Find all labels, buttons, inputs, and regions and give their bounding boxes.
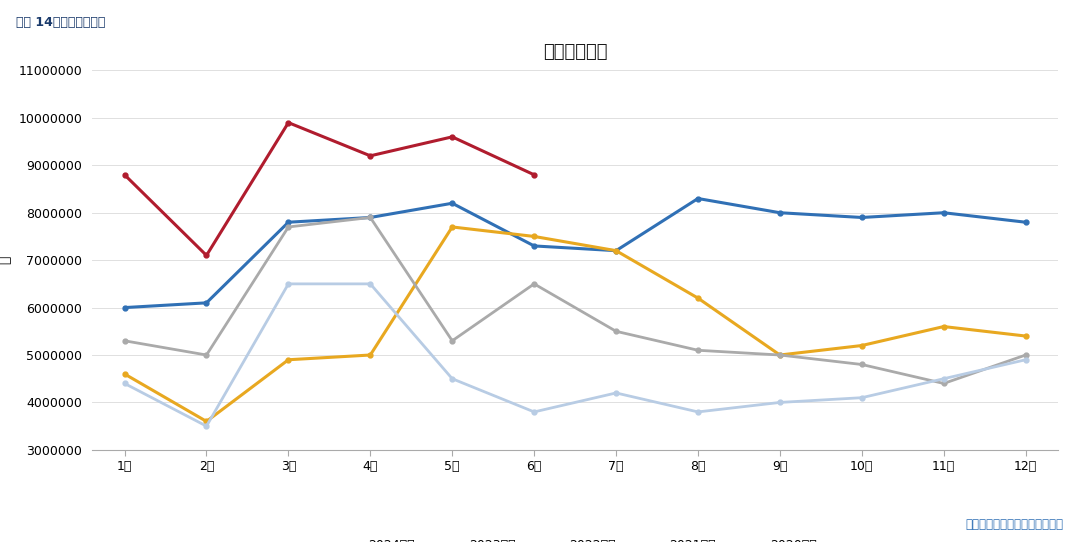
- 2023年度: [282, 219, 295, 225]
- 2023年度: [691, 195, 704, 202]
- 2020年度: [937, 376, 950, 382]
- 2022年度: [200, 418, 213, 425]
- 2020年度: [446, 376, 459, 382]
- 2021年度: [282, 224, 295, 230]
- 2020年度: [691, 409, 704, 415]
- 2023年度: [118, 304, 131, 311]
- 2022年度: [855, 343, 868, 349]
- 2022年度: [691, 295, 704, 301]
- 2024年度: [118, 171, 131, 178]
- 2020年度: [528, 409, 541, 415]
- 2023年度: [1020, 219, 1032, 225]
- 2020年度: [609, 390, 622, 396]
- Text: 图表 14：钢材出口数量: 图表 14：钢材出口数量: [16, 16, 106, 29]
- 2024年度: [364, 153, 377, 159]
- 2022年度: [937, 323, 950, 330]
- 2022年度: [446, 224, 459, 230]
- 2020年度: [773, 399, 786, 405]
- 2021年度: [528, 281, 541, 287]
- Line: 2020年度: 2020年度: [122, 281, 1028, 429]
- 2021年度: [691, 347, 704, 353]
- Line: 2022年度: 2022年度: [122, 224, 1028, 424]
- 2021年度: [118, 338, 131, 344]
- 2023年度: [937, 209, 950, 216]
- 2022年度: [282, 357, 295, 363]
- 2020年度: [364, 281, 377, 287]
- 2021年度: [773, 352, 786, 358]
- 2020年度: [855, 395, 868, 401]
- Text: 数据来源：钢联数据、国元期货: 数据来源：钢联数据、国元期货: [966, 518, 1064, 531]
- Y-axis label: 吨: 吨: [0, 256, 11, 264]
- 2020年度: [200, 423, 213, 429]
- 2021年度: [446, 338, 459, 344]
- 2023年度: [855, 214, 868, 221]
- Line: 2024年度: 2024年度: [122, 120, 537, 258]
- 2021年度: [609, 328, 622, 334]
- 2021年度: [200, 352, 213, 358]
- 2022年度: [1020, 333, 1032, 339]
- Line: 2021年度: 2021年度: [122, 215, 1028, 386]
- 2021年度: [364, 214, 377, 221]
- 2024年度: [446, 133, 459, 140]
- 2020年度: [1020, 357, 1032, 363]
- 2023年度: [773, 209, 786, 216]
- 2023年度: [528, 243, 541, 249]
- 2024年度: [282, 119, 295, 126]
- 2023年度: [364, 214, 377, 221]
- 2020年度: [118, 380, 131, 387]
- 2023年度: [609, 247, 622, 254]
- 2020年度: [282, 281, 295, 287]
- 2024年度: [200, 252, 213, 259]
- 2021年度: [855, 362, 868, 368]
- Legend: 2024年度, 2023年度, 2022年度, 2021年度, 2020年度: 2024年度, 2023年度, 2022年度, 2021年度, 2020年度: [328, 534, 822, 542]
- 2023年度: [200, 300, 213, 306]
- 2024年度: [528, 171, 541, 178]
- Title: 钢材出口数量: 钢材出口数量: [543, 43, 607, 61]
- 2022年度: [609, 247, 622, 254]
- 2022年度: [118, 371, 131, 377]
- 2023年度: [446, 200, 459, 207]
- 2022年度: [364, 352, 377, 358]
- 2022年度: [773, 352, 786, 358]
- Line: 2023年度: 2023年度: [122, 196, 1028, 310]
- 2021年度: [1020, 352, 1032, 358]
- 2022年度: [528, 233, 541, 240]
- 2021年度: [937, 380, 950, 387]
